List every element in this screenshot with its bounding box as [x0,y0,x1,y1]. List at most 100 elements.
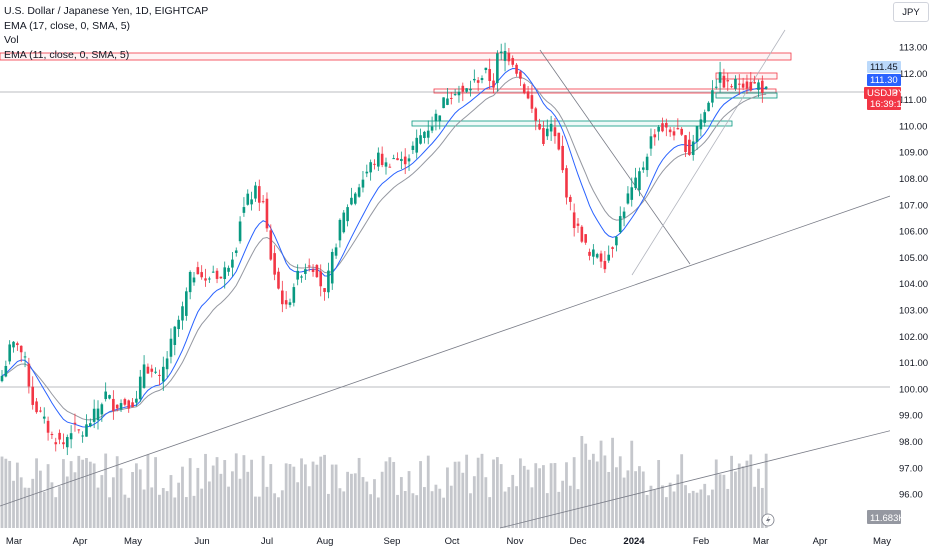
candle-body [676,128,680,130]
volume-bar [207,481,211,528]
volume-bar [714,459,718,528]
y-tick-label: 112.00 [899,69,927,80]
currency-button[interactable]: JPY [893,2,929,22]
x-tick-label: Sep [384,536,401,547]
volume-bar [480,453,484,528]
volume-bar [611,437,614,528]
candle-body [657,126,660,132]
candle-body [538,123,541,130]
volume-bar [638,466,641,528]
candle-body [215,270,219,279]
candle-body [680,128,683,135]
volume-bar [461,472,465,528]
resistance-zone-mid [433,88,777,94]
candle-body [691,141,695,155]
candle-body [380,153,384,166]
candle-body [150,368,154,372]
candle-body [211,271,215,273]
volume-bar [749,454,753,528]
volume-bar [8,460,12,528]
candle-body [39,410,42,412]
candle-body [4,365,8,377]
candle-body [699,119,703,130]
volume-bar [327,493,330,528]
volume-bar [726,488,730,528]
candle-body [100,404,104,415]
x-tick-label: Dec [570,536,587,547]
y-tick-label: 102.00 [899,332,928,343]
candle-body [288,302,292,305]
candle-body [626,193,630,204]
volume-bar [181,466,184,528]
volume-bar [446,467,449,528]
candle-body [31,386,35,405]
volume-bar [23,487,27,528]
volume-bar [607,471,611,528]
volume-bar [565,462,568,528]
volume-bar [238,478,242,528]
candle-body [419,135,422,144]
y-tick-label: 103.00 [899,306,928,317]
candle-body [327,270,330,293]
volume-bar [85,457,88,528]
candle-body [277,271,280,289]
candle-body [62,442,65,445]
candle-body [188,271,192,293]
trendline-down [539,49,691,265]
x-tick-label: Nov [507,536,524,547]
candle-body [158,374,161,376]
volume-bar [215,457,219,528]
candle-body [307,265,311,267]
support-zone-small [715,92,778,99]
candle-body [595,254,599,258]
volume-bar [588,459,591,528]
candle-body [123,399,127,405]
candle-body [346,207,349,222]
volume-bar [519,458,522,528]
candle-body [714,86,718,88]
volume-bar [273,493,277,528]
volume-bar [369,494,373,528]
candle-body [557,132,561,150]
candle-body [231,259,234,268]
volume-bar [169,475,173,528]
candle-body [392,158,395,160]
candle-body [12,341,15,348]
candle-body [257,186,261,203]
candle-body [300,276,303,278]
candle-body [672,131,676,136]
volume-bar [415,495,419,528]
candle-body [0,375,4,382]
candle-body [553,127,557,137]
volume-bar [392,461,396,528]
volume-bar [173,497,177,528]
candle-body [46,420,50,433]
candle-body [668,129,672,133]
candle-body [338,219,342,241]
price-tag-high: 111.45 [867,61,901,73]
volume-bar [150,487,154,528]
candle-body [572,212,576,229]
candle-body [200,272,203,278]
x-tick-label: May [873,536,891,547]
volume-bar [303,464,307,528]
candle-body [703,112,707,123]
x-tick-label: Feb [693,536,709,547]
volume-bar [242,455,246,528]
candle-body [473,78,476,81]
y-tick-label: 111.00 [899,95,927,106]
candle-body [388,166,392,168]
candle-body [115,404,119,409]
volume-bar [119,468,123,528]
volume-bar [603,455,607,528]
y-tick-label: 107.00 [899,200,928,211]
candle-body [54,442,58,445]
candle-body [353,193,357,204]
volume-bar [653,489,657,528]
volume-bar [165,491,169,528]
candle-body [89,423,92,427]
volume-bar [188,458,192,528]
x-tick-label: Apr [813,536,828,547]
candle-body [219,276,223,279]
